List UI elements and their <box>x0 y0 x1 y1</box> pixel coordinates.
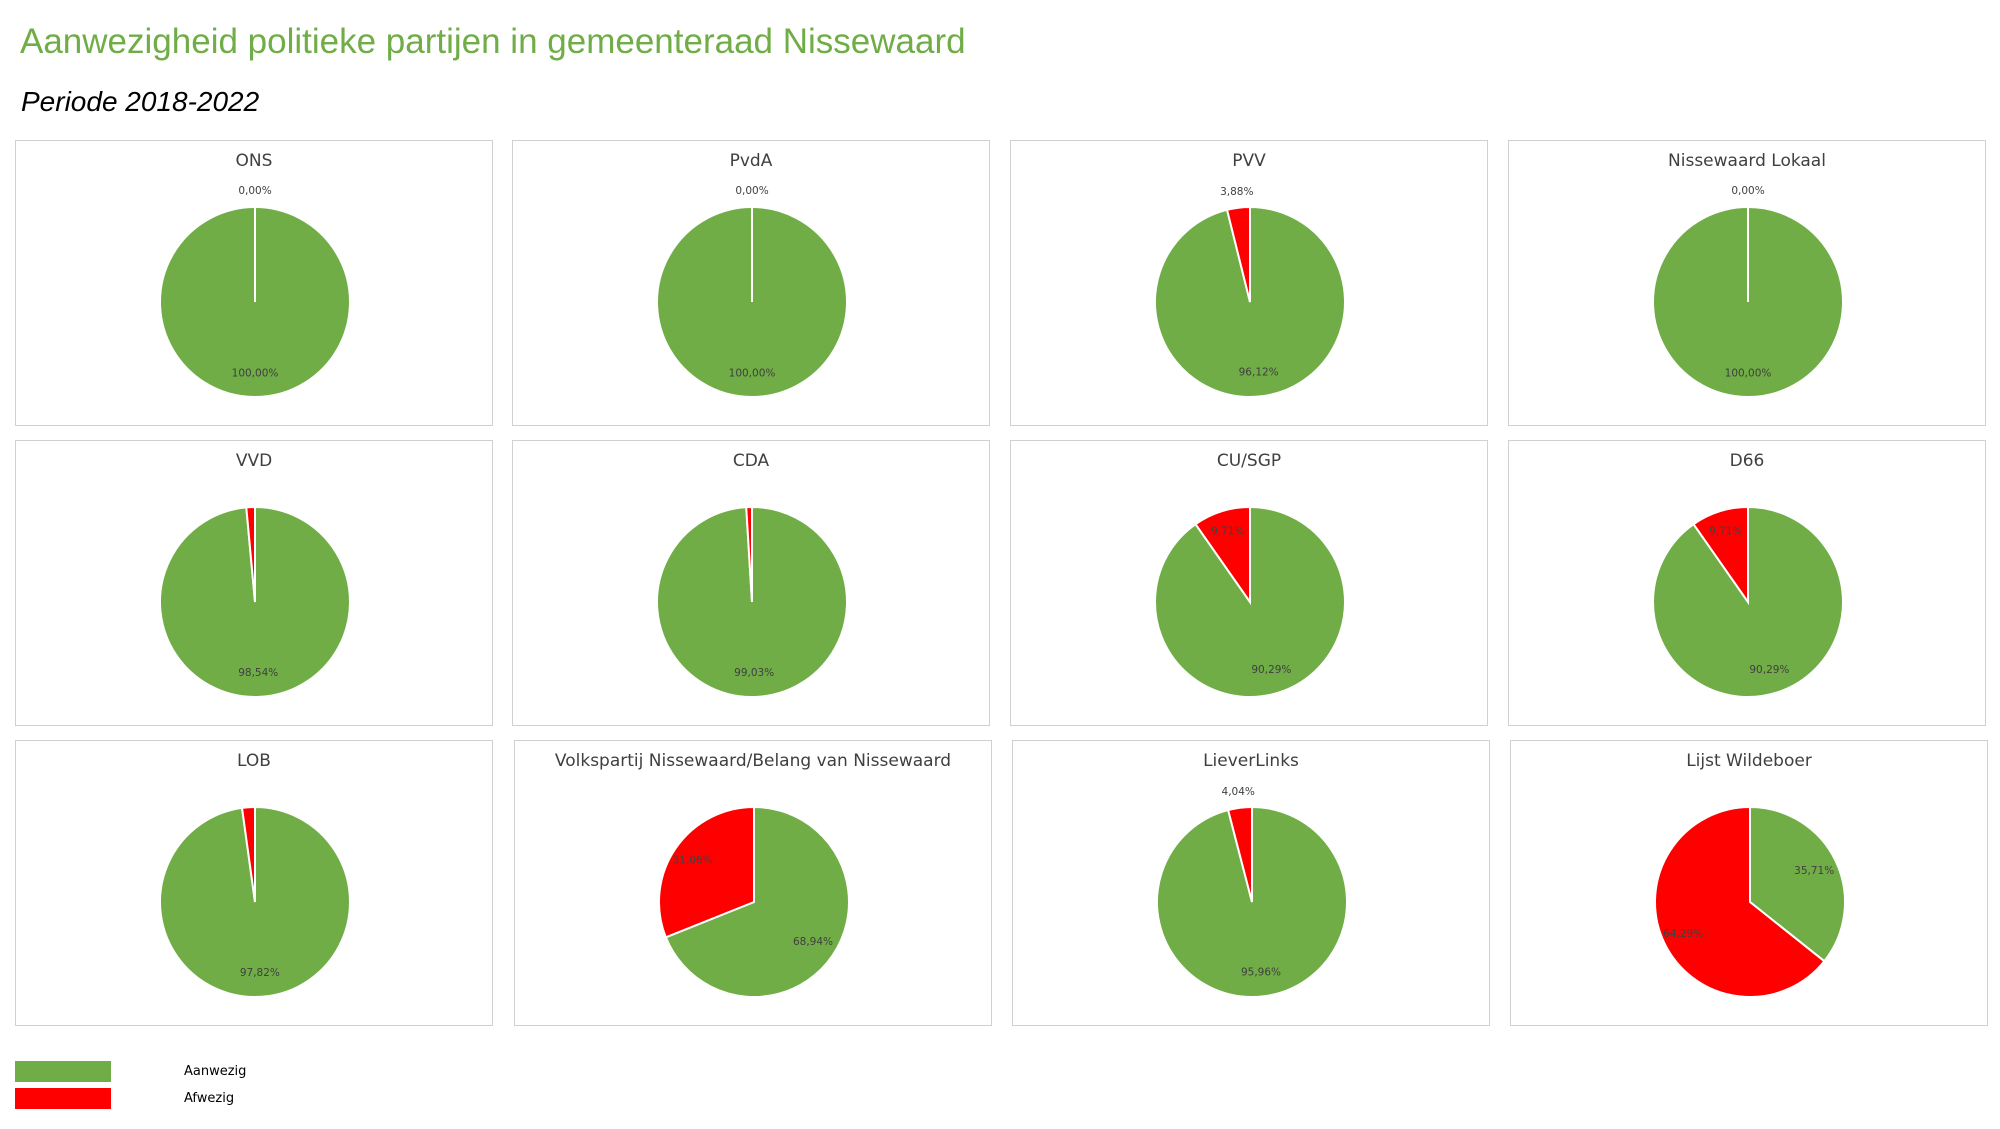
page-subtitle: Periode 2018-2022 <box>21 86 260 117</box>
pie-chart-panel: Volkspartij Nissewaard/Belang van Nissew… <box>514 740 992 1026</box>
page-title: Aanwezigheid politieke partijen in gemee… <box>20 22 966 61</box>
pie-chart: 96,12% 3,88% <box>1154 186 1346 398</box>
pie-slice-afwezig <box>1226 805 1253 903</box>
data-label-aanwezig: 99,03% <box>734 667 774 679</box>
pie-chart: 99,03% <box>656 505 848 698</box>
pie-chart-panel: VVD 98,54% <box>15 440 493 726</box>
pie-chart-title: LOB <box>237 751 271 771</box>
pie-chart-panel: ONS 100,00% 0,00% <box>15 140 493 426</box>
data-label-aanwezig: 95,96% <box>1241 967 1281 979</box>
data-label-aanwezig: 100,00% <box>729 367 776 379</box>
pie-chart-panel: Lijst Wildeboer 35,71% 64,29% <box>1510 740 1988 1026</box>
legend-label-aanwezig: Aanwezig <box>184 1064 247 1079</box>
pie-chart: 68,94% 31,06% <box>658 805 850 998</box>
legend-swatch-aanwezig <box>15 1061 111 1082</box>
pie-slice-afwezig <box>1225 205 1251 303</box>
data-label-afwezig: 0,00% <box>238 185 271 197</box>
pie-slice-afwezig <box>658 805 755 939</box>
pie-chart-panel: PvdA 100,00% 0,00% <box>512 140 990 426</box>
pie-chart-title: Lijst Wildeboer <box>1686 751 1812 771</box>
pie-chart-panel: CDA 99,03% <box>512 440 990 726</box>
data-label-aanwezig: 100,00% <box>1725 367 1772 379</box>
pie-chart-title: PvdA <box>729 151 773 171</box>
data-label-afwezig: 3,88% <box>1220 186 1253 198</box>
pie-chart: 97,82% <box>159 805 351 998</box>
pie-chart-title: Nissewaard Lokaal <box>1668 151 1826 171</box>
pie-slice-aanwezig <box>664 805 850 998</box>
pie-chart-title: CDA <box>732 451 770 471</box>
pie-chart-panel: Nissewaard Lokaal 100,00% 0,00% <box>1508 140 1986 426</box>
data-label-afwezig: 4,04% <box>1222 786 1255 798</box>
pie-chart: 35,71% 64,29% <box>1654 805 1846 998</box>
pie-slice-afwezig <box>1654 805 1826 998</box>
pie-chart-title: ONS <box>235 151 273 171</box>
data-label-aanwezig: 100,00% <box>232 367 279 379</box>
data-label-aanwezig: 35,71% <box>1794 865 1834 877</box>
data-label-aanwezig: 96,12% <box>1239 367 1279 379</box>
pie-slice-afwezig <box>745 505 753 603</box>
pie-chart: 100,00% 0,00% <box>1652 185 1844 398</box>
data-label-aanwezig: 90,29% <box>1251 664 1291 676</box>
pie-chart-title: LieverLinks <box>1203 751 1299 771</box>
pie-slice-afwezig <box>240 805 256 903</box>
pie-slice-afwezig <box>1692 505 1749 606</box>
data-label-aanwezig: 90,29% <box>1749 664 1789 676</box>
legend-label-afwezig: Afwezig <box>184 1091 235 1106</box>
data-label-afwezig: 9,71% <box>1211 525 1244 537</box>
pie-chart-title: Volkspartij Nissewaard/Belang van Nissew… <box>554 751 952 771</box>
data-label-afwezig: 9,71% <box>1709 525 1742 537</box>
pie-chart-title: PVV <box>1232 151 1266 171</box>
data-label-afwezig: 64,29% <box>1663 928 1703 940</box>
legend-swatch-afwezig <box>15 1088 111 1109</box>
pie-chart: 90,29% 9,71% <box>1652 505 1844 698</box>
pie-chart: 90,29% 9,71% <box>1154 505 1346 698</box>
pie-chart: 100,00% 0,00% <box>656 185 848 398</box>
pie-chart-panel: LOB 97,82% <box>15 740 493 1026</box>
pie-slice-aanwezig <box>1749 805 1846 963</box>
data-label-aanwezig: 97,82% <box>240 967 280 979</box>
pie-chart-title: D66 <box>1729 451 1765 471</box>
pie-chart: 100,00% 0,00% <box>159 185 351 398</box>
pie-chart-title: VVD <box>235 451 273 471</box>
pie-chart-panel: D66 90,29% 9,71% <box>1508 440 1986 726</box>
data-label-afwezig: 0,00% <box>1731 185 1764 197</box>
pie-chart: 95,96% 4,04% <box>1156 786 1348 998</box>
data-label-aanwezig: 98,54% <box>238 667 278 679</box>
data-label-aanwezig: 68,94% <box>793 936 833 948</box>
pie-slice-afwezig <box>1194 505 1251 606</box>
pie-chart: 98,54% <box>159 505 351 698</box>
data-label-afwezig: 31,06% <box>673 854 713 866</box>
pie-chart-panel: CU/SGP 90,29% 9,71% <box>1010 440 1488 726</box>
pie-chart-panel: LieverLinks 95,96% 4,04% <box>1012 740 1490 1026</box>
pie-chart-panel: PVV 96,12% 3,88% <box>1010 140 1488 426</box>
data-label-afwezig: 0,00% <box>735 185 768 197</box>
pie-chart-title: CU/SGP <box>1216 451 1282 471</box>
pie-slice-afwezig <box>245 505 256 603</box>
